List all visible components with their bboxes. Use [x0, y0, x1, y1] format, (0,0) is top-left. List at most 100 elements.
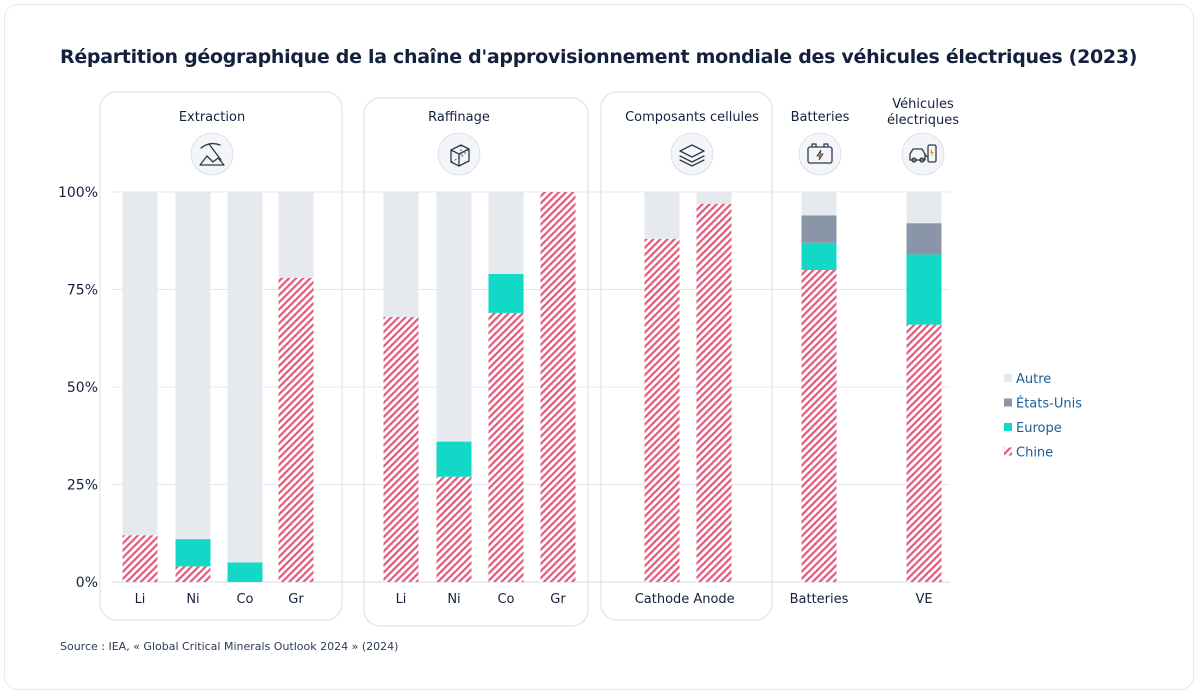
bar-raffinage-gr	[540, 192, 576, 582]
group-extraction: Extraction Li Ni Co Gr	[122, 110, 314, 607]
legend-item-etats_unis: États-Unis	[1004, 396, 1082, 412]
bar-composants-cathode	[644, 192, 680, 583]
cube-icon	[437, 132, 481, 176]
group-title: Extraction	[179, 110, 245, 125]
bar-segment-autre	[436, 192, 472, 442]
layer-top	[679, 144, 705, 158]
layer-mid	[679, 155, 705, 163]
y-tick-label: 0%	[76, 575, 98, 591]
bar-segment-europe	[175, 539, 211, 567]
y-tick-label: 25%	[67, 478, 98, 494]
bar-segment-autre	[906, 192, 942, 224]
car-wheel-right	[919, 157, 925, 163]
bar-segment-europe	[906, 254, 942, 325]
charger-cable	[924, 153, 929, 158]
bar-segment-chine	[644, 238, 680, 583]
legend-item-chine: Chine	[1004, 446, 1053, 461]
y-axis: 0% 25% 50% 75% 100%	[58, 185, 98, 591]
legend-label: Europe	[1016, 421, 1062, 436]
cube-hidden-edges	[450, 145, 470, 163]
y-tick-label: 75%	[67, 283, 98, 299]
bar-segment-autre	[696, 192, 732, 204]
bar-segment-autre	[278, 192, 314, 278]
group-title: Véhicules	[892, 97, 954, 112]
y-tick-label: 100%	[58, 185, 98, 201]
battery-terminals	[811, 143, 829, 148]
ev-charging-icon	[901, 132, 945, 176]
bar-segment-etats_unis	[801, 215, 837, 243]
x-tick-label: Ni	[186, 592, 199, 607]
bar-segment-chine	[906, 324, 942, 582]
rock-pile	[199, 155, 225, 166]
group-title: Batteries	[791, 110, 850, 125]
x-tick-label: Batteries	[790, 592, 849, 607]
layers-icon	[670, 132, 714, 176]
group-title: Composants cellules	[625, 110, 759, 125]
layer-bottom	[679, 159, 705, 167]
legend-item-autre: Autre	[1004, 372, 1051, 387]
legend-swatch	[1004, 423, 1012, 431]
legend-label: Autre	[1016, 372, 1051, 387]
group-title: Raffinage	[428, 110, 490, 125]
bar-segment-autre	[801, 192, 837, 216]
group-composants: Composants cellules Cathode Anode	[625, 110, 759, 607]
x-tick-label: Ni	[447, 592, 460, 607]
bar-extraction-co	[227, 192, 263, 582]
legend-swatch	[1004, 447, 1012, 456]
x-tick-label: Anode	[693, 592, 734, 607]
legend-swatch	[1004, 374, 1012, 382]
legend: Autre États-Unis Europe Chine	[1004, 372, 1082, 461]
bar-extraction-gr	[278, 192, 314, 582]
car-body	[909, 148, 926, 161]
bar-raffinage-co	[488, 192, 524, 582]
bar-segment-autre	[122, 192, 158, 536]
bar-segment-europe	[488, 273, 524, 313]
group-raffinage: Raffinage Li Ni Co Gr	[383, 110, 576, 607]
bar-extraction-li	[122, 192, 158, 582]
x-tick-label: Li	[135, 592, 146, 607]
legend-label: Chine	[1016, 446, 1053, 461]
panel-raffinage	[363, 97, 589, 627]
source-note: Source : IEA, « Global Critical Minerals…	[60, 640, 399, 653]
bar-segment-autre	[644, 192, 680, 239]
bar-segment-etats_unis	[906, 223, 942, 255]
bar-segment-chine	[436, 476, 472, 582]
charger-bolt	[930, 148, 934, 157]
group-batteries: Batteries Batteries	[790, 110, 850, 607]
mining-pickaxe-icon	[190, 132, 234, 176]
x-tick-label: Co	[497, 592, 514, 607]
bar-raffinage-ni	[436, 192, 472, 582]
icon-badge	[901, 132, 945, 176]
bar-segment-chine	[696, 203, 732, 582]
legend-label: États-Unis	[1016, 396, 1082, 412]
bar-extraction-ni	[175, 192, 211, 582]
bar-segment-chine	[488, 312, 524, 582]
chart-title: Répartition géographique de la chaîne d'…	[60, 46, 1138, 68]
bar-segment-europe	[227, 562, 263, 582]
bar-segment-chine	[122, 535, 158, 582]
panel-composants	[600, 91, 773, 621]
group-title: électriques	[887, 113, 959, 128]
legend-swatch	[1004, 398, 1012, 407]
bar-segment-chine	[540, 192, 576, 582]
bar-segment-europe	[801, 242, 837, 270]
bar-batteries-batteries	[801, 192, 837, 582]
bar-segment-autre	[383, 192, 419, 317]
x-tick-label: Cathode	[635, 592, 690, 607]
charger-body	[927, 144, 937, 163]
bar-segment-europe	[436, 441, 472, 477]
bar-composants-anode	[696, 192, 732, 582]
battery-body	[807, 146, 833, 164]
bar-segment-autre	[227, 192, 263, 563]
bar-segment-chine	[175, 566, 211, 582]
icon-badge	[190, 132, 234, 176]
bar-ve-ve	[906, 192, 942, 582]
x-tick-label: Gr	[550, 592, 566, 607]
x-tick-label: VE	[915, 592, 932, 607]
x-tick-label: Co	[236, 592, 253, 607]
pickaxe-handle	[208, 143, 222, 161]
bar-segment-autre	[488, 192, 524, 274]
y-tick-label: 50%	[67, 380, 98, 396]
legend-item-europe: Europe	[1004, 421, 1062, 436]
